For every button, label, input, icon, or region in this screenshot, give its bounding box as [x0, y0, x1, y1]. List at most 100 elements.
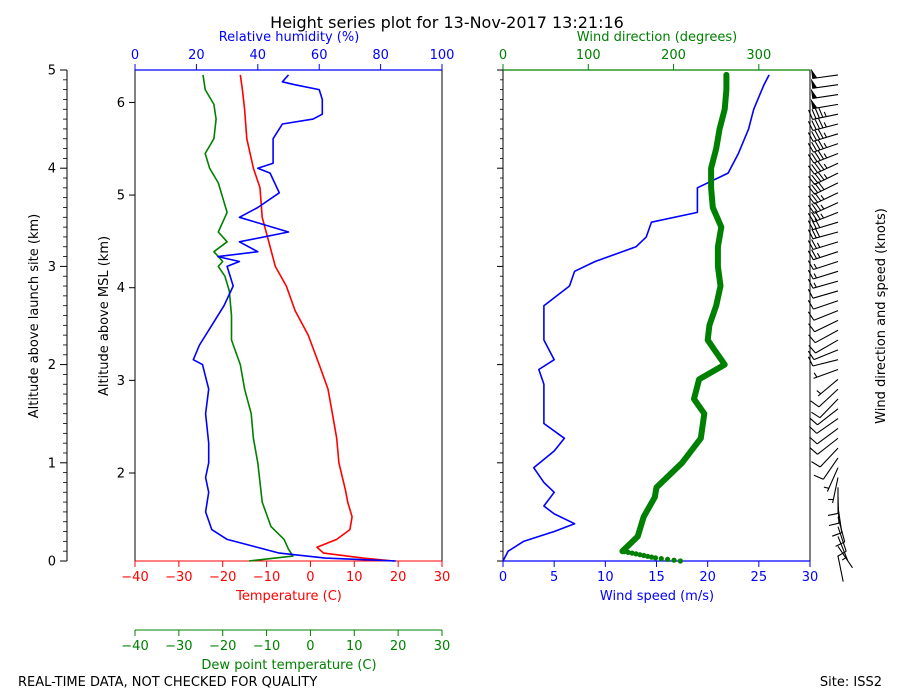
wind-speed-tick-label: 0	[499, 570, 507, 585]
wind-barb-feather	[808, 345, 816, 354]
humidity-axis-label: Relative humidity (%)	[219, 30, 360, 45]
wind-barb-half-feather	[820, 204, 825, 210]
wind-barb-half-feather	[816, 390, 822, 395]
wind-direction-tick-label: 100	[576, 48, 601, 63]
wind-barb-half-feather	[823, 163, 828, 169]
wind-speed-tick-label: 10	[597, 570, 614, 585]
wind-barb-shaft	[817, 378, 839, 397]
wind-direction-point	[658, 556, 664, 562]
wind-barb-shaft	[816, 418, 839, 434]
wind-barb-feather	[809, 417, 818, 426]
wind-barb-feather	[817, 129, 824, 139]
wind-barb-feather	[814, 218, 821, 228]
humidity-tick-label: 100	[430, 48, 455, 63]
wind-speed-tick-label: 25	[751, 570, 768, 585]
wind-barb-shaft	[813, 349, 839, 361]
thermo-series	[192, 74, 396, 562]
wind-barb-half-feather	[813, 282, 817, 288]
wind-barb-feather	[808, 334, 816, 344]
wind-barb-pennant	[810, 88, 818, 99]
wind-barb-shaft	[826, 467, 839, 492]
wind-barb-shaft	[812, 74, 839, 80]
wind-barb-feather	[813, 474, 824, 480]
dewpoint-tick-label: 20	[390, 639, 407, 654]
wind-series	[502, 71, 770, 564]
wind-barb-half-feather	[841, 556, 847, 561]
site-altitude-tick-label: 4	[48, 162, 56, 177]
thermo-panel-frame	[134, 69, 443, 562]
site-altitude-axis-label: Altitude above launch site (km)	[27, 214, 42, 418]
dewpoint-tick-label: −30	[165, 639, 192, 654]
wind-barb-feather	[837, 550, 847, 557]
wind-barb-shaft	[814, 329, 839, 344]
temperature-ticks: −40 −30 −20 −10 0 10 20 30	[121, 561, 450, 585]
temperature-tick-label: −10	[253, 570, 280, 585]
wind-direction-point	[652, 555, 659, 561]
wind-barb-shaft	[812, 241, 839, 251]
msl-altitude-tick-label: 2	[117, 466, 125, 481]
site-altitude-tick-label: 0	[48, 555, 56, 570]
wind-panel: 0 5 10 15 20 25 30 0 100 200 300 Wind speed (m/s)…	[497, 30, 889, 604]
wind-barb-feather	[807, 260, 814, 270]
wind-barb-feather	[818, 118, 824, 129]
wind-barb-feather	[808, 176, 816, 185]
temperature-line	[239, 74, 394, 562]
msl-altitude-ticks: 2 3 4 5 6	[117, 96, 135, 481]
msl-altitude-tick-label: 4	[117, 281, 125, 296]
wind-barb-shaft	[812, 103, 839, 110]
wind-direction-tick-label: 300	[746, 48, 771, 63]
wind-direction-tick-label: 0	[499, 48, 507, 63]
site-altitude-ticks: 0 1 2 3 4 5	[48, 64, 67, 570]
wind-barb-shaft	[819, 398, 839, 419]
wind-barb-feather	[811, 249, 818, 259]
wind-barb-feather	[807, 269, 814, 280]
wind-barb-shaft	[812, 123, 839, 132]
wind-direction-point	[625, 549, 631, 556]
wind-barb-half-feather	[813, 372, 818, 378]
site-altitude-tick-label: 2	[48, 358, 56, 373]
wind-barb-half-feather	[823, 122, 827, 128]
wind-barb-feather	[818, 107, 824, 118]
wind-barb-feather	[811, 228, 817, 239]
wind-barb-feather	[807, 220, 814, 230]
wind-barb-shaft	[837, 555, 844, 582]
wind-barb-shaft	[812, 133, 839, 142]
wind-speed-tick-label: 30	[802, 570, 819, 585]
wind-barb-feather	[807, 121, 814, 131]
humidity-line	[192, 74, 396, 562]
humidity-tick-label: 60	[311, 48, 328, 63]
wind-barb-shaft	[814, 182, 839, 195]
wind-barb-feather	[809, 447, 818, 455]
wind-direction-point	[665, 556, 671, 563]
wind-barb-feather	[807, 288, 814, 299]
wind-barb-half-feather	[820, 194, 825, 200]
wind-barb-shaft	[813, 211, 839, 223]
humidity-tick-label: 40	[250, 48, 267, 63]
chart-title: Height series plot for 13-Nov-2017 13:21…	[270, 13, 624, 32]
wind-barb-feather	[811, 131, 817, 141]
wind-barb-feather	[811, 203, 818, 213]
wind-barb-shaft	[812, 280, 839, 289]
wind-direction-point	[641, 552, 647, 559]
temperature-tick-label: 30	[434, 570, 451, 585]
wind-barb-shaft	[813, 251, 839, 261]
wind-barb-feather	[811, 152, 818, 163]
wind-barb-shaft	[832, 477, 839, 504]
wind-barb-shaft	[813, 152, 839, 164]
wind-barb-feather	[835, 541, 845, 547]
temperature-axis-label: Temperature (C)	[235, 589, 342, 604]
wind-barb-feather	[832, 532, 842, 537]
wind-barb-shaft	[812, 113, 839, 120]
dewpoint-tick-label: −40	[121, 639, 148, 654]
wind-barb-feather	[807, 356, 814, 367]
wind-barb-half-feather	[813, 273, 817, 279]
msl-altitude-tick-label: 6	[117, 96, 125, 111]
wind-barbs	[807, 68, 853, 582]
wind-barb-feather	[808, 323, 816, 333]
wind-barb-shaft	[813, 300, 839, 310]
wind-barb-half-feather	[816, 242, 821, 248]
wind-barb-feather	[807, 143, 814, 153]
wind-barb-feather	[811, 193, 819, 203]
wind-barb-feather	[807, 300, 814, 310]
wind-barb-feather	[827, 512, 839, 516]
